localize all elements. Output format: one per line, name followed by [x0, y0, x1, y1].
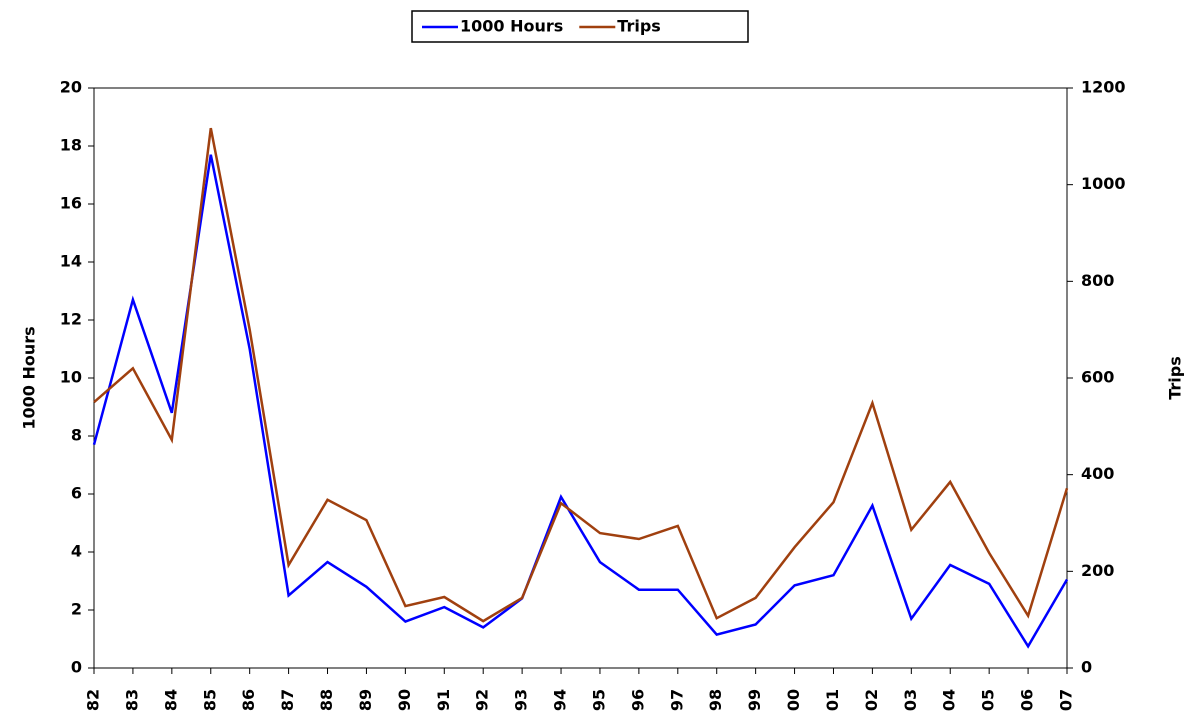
x-tick-label: 93	[512, 689, 531, 711]
y2-axis-label: Trips	[1166, 356, 1185, 400]
x-tick-label: 04	[940, 689, 959, 711]
y-tick-label: 14	[60, 252, 82, 271]
x-tick-label: 83	[122, 689, 141, 711]
y-tick-label: 18	[60, 136, 82, 155]
x-tick-label: 85	[200, 689, 219, 711]
x-tick-label: 05	[979, 689, 998, 711]
x-tick-label: 88	[317, 689, 336, 711]
x-tick-label: 92	[473, 689, 492, 711]
legend: 1000 Hours Trips	[411, 10, 749, 43]
x-tick-label: 07	[1057, 689, 1076, 711]
x-tick-label: 87	[278, 689, 297, 711]
x-tick-label: 89	[356, 689, 375, 711]
x-tick-label: 91	[434, 689, 453, 711]
legend-label: 1000 Hours	[460, 17, 563, 36]
x-tick-label: 90	[395, 689, 414, 711]
x-tick-label: 86	[239, 689, 258, 711]
x-tick-label: 01	[823, 689, 842, 711]
y-tick-label: 2	[71, 600, 82, 619]
y2-tick-label: 0	[1081, 658, 1092, 677]
y-tick-label: 12	[60, 310, 82, 329]
x-tick-label: 98	[706, 689, 725, 711]
x-tick-label: 96	[628, 689, 647, 711]
series-line	[92, 154, 1069, 649]
y2-tick-label: 1000	[1081, 174, 1126, 193]
x-tick-label: 84	[161, 689, 180, 711]
series-line	[93, 127, 1069, 623]
x-tick-label: 95	[589, 689, 608, 711]
x-tick-label: 94	[551, 689, 570, 711]
x-tick-label: 99	[745, 689, 764, 711]
y2-tick-label: 200	[1081, 561, 1114, 580]
y2-tick-label: 600	[1081, 368, 1114, 387]
y2-tick-label: 1200	[1081, 78, 1126, 97]
y-axis-label: 1000 Hours	[20, 326, 39, 429]
y-tick-label: 0	[71, 658, 82, 677]
x-tick-label: 02	[862, 689, 881, 711]
plot-frame	[93, 87, 1068, 669]
y2-tick-label: 400	[1081, 464, 1114, 483]
x-tick-label: 00	[784, 689, 803, 711]
y-tick-label: 10	[60, 368, 82, 387]
y-tick-label: 6	[71, 484, 82, 503]
x-tick-label: 97	[667, 689, 686, 711]
y-tick-label: 8	[71, 426, 82, 445]
y-tick-label: 16	[60, 194, 82, 213]
y-tick-label: 20	[60, 78, 82, 97]
y2-tick-label: 800	[1081, 271, 1114, 290]
x-tick-label: 06	[1018, 689, 1037, 711]
x-tick-label: 03	[901, 689, 920, 711]
x-tick-label: 82	[84, 689, 103, 711]
y-tick-label: 4	[71, 542, 82, 561]
legend-label: Trips	[617, 17, 661, 36]
